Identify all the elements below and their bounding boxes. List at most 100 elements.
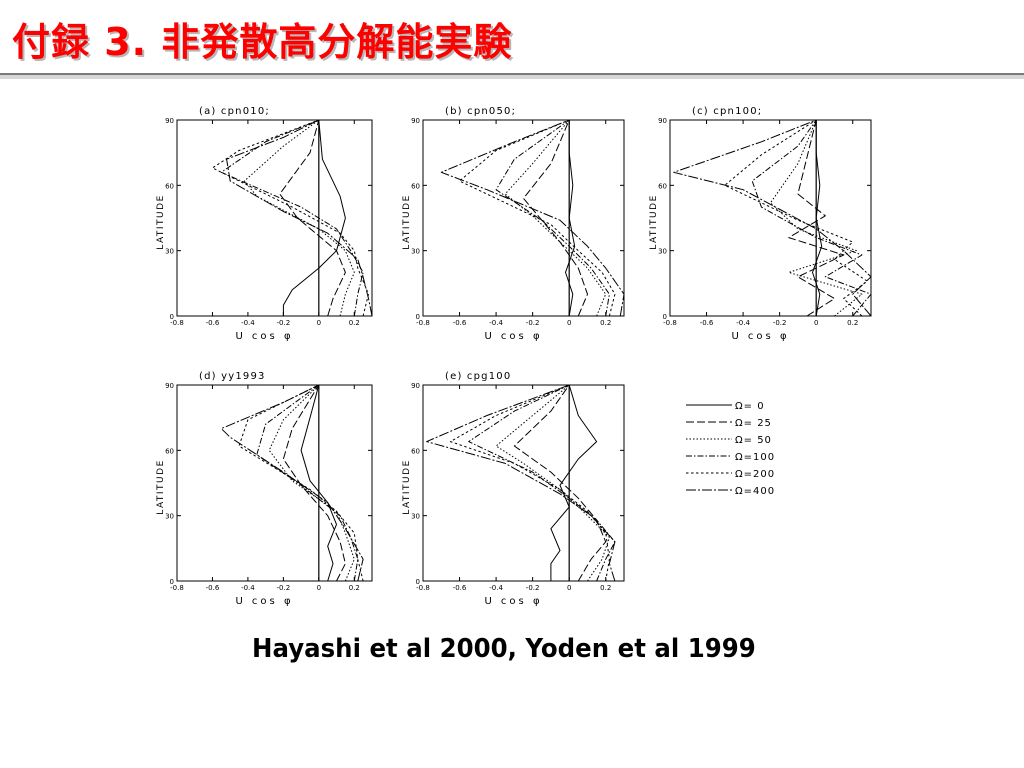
x-tick-label: -0.4 — [489, 319, 503, 327]
panel-4: (d) yy1993 -0.8 -0.6 -0.4 -0.2 0 0.2 0 30 60 90 U c… — [156, 371, 373, 607]
y-tick-label: 0 — [170, 578, 174, 586]
x-tick-label: 0.2 — [847, 319, 858, 327]
panel-2: (b) cpn050; -0.8 -0.6 -0.4 -0.2 0 0.2 0 30 60 90 U … — [402, 106, 625, 342]
y-tick-label: 90 — [411, 117, 420, 125]
x-tick-label: 0 — [814, 319, 818, 327]
plot-frame — [422, 119, 625, 317]
y-tick-label: 60 — [411, 447, 420, 455]
series-line-omega-50 — [770, 119, 863, 317]
x-tick-label: -0.8 — [416, 319, 430, 327]
y-tick-label: 60 — [165, 447, 174, 455]
series-line-omega-200 — [459, 119, 616, 317]
series-line-omega-400 — [440, 119, 625, 317]
series-line-omega-100 — [495, 119, 610, 317]
series-line-omega-25 — [282, 384, 346, 582]
citation: Hayashi et al 2000, Yoden et al 1999 — [252, 634, 756, 664]
series-line-omega-100 — [220, 119, 364, 317]
x-tick-label: 0.2 — [349, 319, 360, 327]
x-axis-label: U cos φ — [235, 331, 293, 342]
panel-title: (d) yy1993 — [199, 371, 266, 382]
series-line-omega-100 — [256, 384, 359, 582]
x-tick-label: 0.2 — [600, 584, 611, 592]
legend-label-omega-0: Ω= 0 — [735, 401, 765, 412]
legend-label-omega-200: Ω=200 — [735, 469, 775, 480]
series-line-omega-400 — [226, 119, 373, 317]
x-tick-label: -0.4 — [736, 319, 750, 327]
panel-title: (e) cpg100 — [445, 371, 511, 382]
series-line-omega-0 — [565, 120, 576, 317]
y-tick-label: 90 — [411, 382, 420, 390]
series-line-omega-25 — [788, 119, 845, 317]
y-tick-label: 60 — [165, 182, 174, 190]
x-tick-label: -0.6 — [453, 319, 467, 327]
x-axis-label: U cos φ — [484, 596, 542, 607]
series-line-omega-200 — [449, 384, 610, 582]
x-tick-label: -0.6 — [206, 319, 220, 327]
x-axis-label: U cos φ — [731, 331, 789, 342]
series-line-omega-100 — [468, 384, 616, 582]
x-tick-label: -0.2 — [526, 319, 540, 327]
x-tick-label: -0.2 — [277, 319, 291, 327]
x-tick-label: 0.2 — [349, 584, 360, 592]
y-axis-label: LATITUDE — [402, 194, 412, 250]
series-line-omega-50 — [495, 384, 610, 582]
panel-title: (c) cpn100; — [692, 106, 762, 117]
plot-frame — [176, 119, 373, 317]
y-axis-label: LATITUDE — [156, 459, 166, 515]
series-line-omega-25 — [523, 119, 588, 317]
legend: Ω= 0 Ω= 25 Ω= 50 Ω=100 Ω=200 Ω=400 — [686, 401, 775, 497]
plot-frame — [669, 119, 872, 317]
y-axis-label: LATITUDE — [402, 459, 412, 515]
x-axis-label: U cos φ — [484, 331, 542, 342]
legend-label-omega-50: Ω= 50 — [735, 435, 772, 446]
panel-5: (e) cpg100 -0.8 -0.6 -0.4 -0.2 0 0.2 0 30 60 90 U c… — [402, 371, 625, 607]
series-line-omega-200 — [212, 119, 369, 317]
series-line-omega-200 — [724, 119, 868, 317]
title-underline — [0, 73, 1024, 79]
series-line-omega-25 — [513, 384, 607, 582]
x-tick-label: -0.8 — [663, 319, 677, 327]
x-tick-label: -0.2 — [773, 319, 787, 327]
y-tick-label: 0 — [170, 313, 174, 321]
panel-1: (a) cpn010; -0.8 -0.6 -0.4 -0.2 0 0.2 0 30 60 90 U … — [156, 106, 373, 342]
x-tick-label: -0.8 — [170, 319, 184, 327]
panel-title: (a) cpn010; — [199, 106, 270, 117]
x-tick-label: 0 — [317, 319, 321, 327]
series-line-omega-0 — [282, 119, 346, 316]
y-tick-label: 60 — [658, 182, 667, 190]
x-tick-label: 0.2 — [600, 319, 611, 327]
y-tick-label: 30 — [658, 248, 667, 256]
x-tick-label: -0.6 — [206, 584, 220, 592]
x-tick-label: 0 — [567, 319, 571, 327]
x-tick-label: -0.6 — [700, 319, 714, 327]
y-axis-label: LATITUDE — [649, 194, 659, 250]
series-line-omega-400 — [426, 384, 616, 582]
panel-title: (b) cpn050; — [445, 106, 516, 117]
x-tick-label: 0 — [567, 584, 571, 592]
plot-frame — [422, 384, 625, 582]
series-line-omega-400 — [220, 384, 364, 582]
y-tick-label: 30 — [411, 513, 420, 521]
y-tick-label: 0 — [416, 578, 420, 586]
series-line-omega-400 — [673, 119, 872, 317]
y-tick-label: 0 — [416, 313, 420, 321]
series-line-omega-50 — [504, 119, 607, 317]
y-tick-label: 90 — [165, 382, 174, 390]
y-tick-label: 90 — [658, 117, 667, 125]
legend-label-omega-400: Ω=400 — [735, 486, 775, 497]
x-tick-label: -0.4 — [489, 584, 503, 592]
series-line-omega-25 — [279, 119, 346, 317]
series-line-omega-0 — [812, 120, 823, 317]
series-line-omega-50 — [268, 384, 355, 582]
y-tick-label: 60 — [411, 182, 420, 190]
legend-label-omega-25: Ω= 25 — [735, 418, 772, 429]
x-axis-label: U cos φ — [235, 596, 293, 607]
x-tick-label: -0.6 — [453, 584, 467, 592]
slide-title: 付録 3. 非発散高分解能実験 — [12, 20, 513, 64]
y-tick-label: 30 — [411, 248, 420, 256]
x-tick-label: -0.4 — [241, 319, 255, 327]
x-tick-label: -0.8 — [170, 584, 184, 592]
x-tick-label: 0 — [317, 584, 321, 592]
legend-label-omega-100: Ω=100 — [735, 452, 775, 463]
x-tick-label: -0.2 — [526, 584, 540, 592]
